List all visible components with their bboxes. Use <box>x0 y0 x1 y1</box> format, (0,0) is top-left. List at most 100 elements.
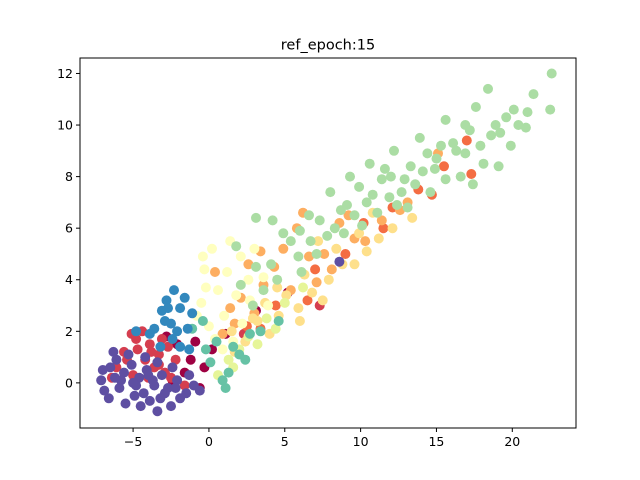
data-point <box>258 272 269 283</box>
data-point <box>440 114 451 125</box>
data-point <box>96 375 107 386</box>
data-point <box>247 300 258 311</box>
series-8 <box>187 316 284 393</box>
data-point <box>396 187 407 198</box>
data-point <box>237 318 248 329</box>
series-3 <box>210 148 443 339</box>
data-point <box>334 256 345 267</box>
data-point <box>225 303 236 314</box>
data-point <box>169 285 179 296</box>
x-tick-label: 10 <box>353 434 369 449</box>
data-point <box>243 274 254 285</box>
data-point <box>231 290 242 301</box>
data-point <box>470 102 481 112</box>
y-tick-label: 12 <box>57 66 73 81</box>
data-point <box>255 326 266 337</box>
data-point <box>272 274 283 285</box>
data-point <box>329 223 340 234</box>
data-point <box>364 158 375 169</box>
data-point <box>211 336 222 347</box>
data-point <box>387 223 398 234</box>
data-point <box>273 316 284 326</box>
data-point <box>175 341 186 352</box>
data-point <box>144 395 155 406</box>
data-point <box>378 223 389 234</box>
data-point <box>323 274 334 285</box>
data-point <box>345 171 355 182</box>
x-axis-ticks: −5 0 5 10 15 20 <box>124 428 520 449</box>
data-point <box>119 367 129 378</box>
data-point <box>460 120 471 130</box>
data-point <box>219 310 230 321</box>
data-point <box>135 401 146 412</box>
data-point <box>166 318 176 329</box>
data-point <box>228 341 239 352</box>
data-point <box>251 261 261 272</box>
x-tick-label: 20 <box>504 434 520 449</box>
data-point <box>545 104 556 115</box>
data-point <box>103 393 114 404</box>
data-point <box>298 282 308 293</box>
data-point <box>163 383 173 393</box>
data-point <box>182 323 193 334</box>
data-point <box>431 153 442 164</box>
data-point <box>338 228 349 239</box>
data-point <box>155 393 166 404</box>
data-point <box>414 132 425 143</box>
data-point <box>163 341 173 352</box>
data-point <box>205 357 216 368</box>
data-point <box>410 179 421 190</box>
data-point <box>167 362 178 373</box>
y-tick-label: 2 <box>65 324 73 339</box>
data-point <box>163 303 173 314</box>
data-point <box>304 210 314 221</box>
data-point <box>520 122 531 133</box>
data-point <box>294 316 305 326</box>
data-point <box>152 357 163 368</box>
data-point <box>304 251 314 262</box>
data-point <box>196 297 207 308</box>
data-point <box>97 365 108 375</box>
data-point <box>285 236 296 247</box>
data-point <box>513 120 524 130</box>
data-point <box>105 362 116 373</box>
data-point <box>310 264 321 275</box>
data-point <box>128 377 139 388</box>
data-point <box>278 228 289 239</box>
data-point <box>475 140 486 151</box>
data-point <box>272 282 283 293</box>
data-point <box>235 251 246 262</box>
data-point <box>235 279 246 290</box>
data-point <box>302 295 313 306</box>
data-point <box>293 303 304 314</box>
data-point <box>402 202 413 213</box>
data-point <box>184 344 195 355</box>
data-point <box>436 140 446 151</box>
data-point <box>111 354 122 365</box>
data-point <box>156 370 167 381</box>
data-point <box>99 385 110 396</box>
data-point <box>322 230 333 241</box>
data-point <box>522 107 533 118</box>
series-7 <box>231 68 557 311</box>
data-point <box>307 287 318 298</box>
data-point <box>360 236 371 247</box>
data-point <box>455 171 466 182</box>
data-point <box>294 225 305 236</box>
data-point <box>217 375 228 386</box>
data-point <box>155 341 166 352</box>
data-point <box>405 161 416 172</box>
data-point <box>161 295 172 306</box>
data-point <box>466 169 477 179</box>
data-point <box>361 197 372 208</box>
data-point <box>361 246 372 257</box>
data-point <box>247 313 258 324</box>
data-point <box>349 259 360 270</box>
data-point <box>319 249 330 259</box>
data-point <box>279 297 290 308</box>
data-point <box>467 179 478 190</box>
data-point <box>172 326 183 337</box>
data-point <box>170 383 181 393</box>
data-point <box>505 140 516 151</box>
